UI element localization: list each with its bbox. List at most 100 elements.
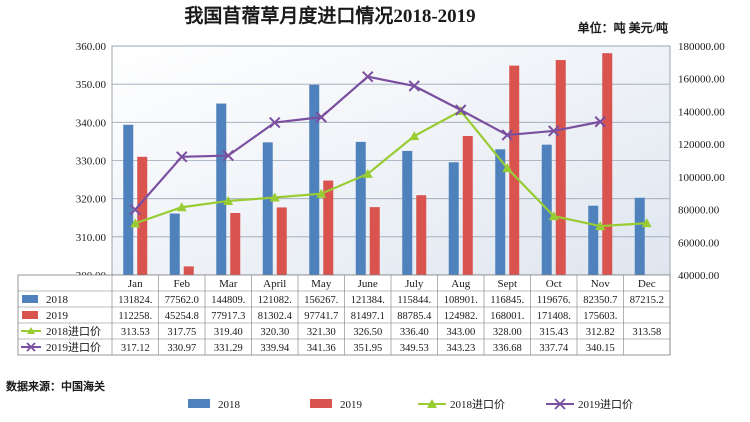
left-tick-label: 340.00 xyxy=(76,117,107,129)
x-tick-label: June xyxy=(358,278,378,290)
data-source: 数据来源：中国海关 xyxy=(6,379,105,393)
table-cell: 81497.1 xyxy=(351,311,385,322)
bar-2019-Sept xyxy=(509,65,520,275)
table-cell: 88785.4 xyxy=(397,311,432,322)
chart-title: 我国苜蓿草月度进口情况2018-2019 xyxy=(184,4,475,27)
point-triangle-July xyxy=(409,131,420,141)
bar-2018-May xyxy=(309,84,320,275)
table-cell: 317.12 xyxy=(121,343,150,354)
table-cell: 144809. xyxy=(211,295,245,306)
bar-2019-June xyxy=(369,207,380,275)
x-tick-label: Oct xyxy=(546,278,562,290)
bar-2018-Jan xyxy=(123,124,134,275)
table-row-label: 2019进口价 xyxy=(46,341,101,354)
table-key-bar xyxy=(22,311,38,319)
legend-marker xyxy=(554,398,566,410)
point-triangle-Dec xyxy=(641,218,652,228)
table-cell: 116845. xyxy=(490,295,524,306)
point-x-May xyxy=(315,111,327,123)
table-cell: 77562.0 xyxy=(165,295,199,306)
right-tick-label: 140000.00 xyxy=(678,106,725,118)
point-triangle-Jan xyxy=(130,218,141,228)
right-tick-label: 40000.00 xyxy=(678,270,720,282)
table-cell: 156267. xyxy=(304,295,338,306)
table-cell: 339.94 xyxy=(260,343,290,354)
line-marks xyxy=(129,71,652,231)
table-cell: 97741.7 xyxy=(304,311,338,322)
left-tick-label: 330.00 xyxy=(76,156,107,168)
legend-label: 2018 xyxy=(218,399,241,411)
point-triangle-June xyxy=(362,168,373,178)
left-tick-label: 350.00 xyxy=(76,79,107,91)
table-cell: 351.95 xyxy=(353,343,382,354)
point-triangle-Oct xyxy=(548,211,559,221)
table-row-label: 2018进口价 xyxy=(46,325,101,338)
x-tick-label: Aug xyxy=(451,278,470,290)
bar-2019-May xyxy=(323,180,334,275)
table-row-label: 2019 xyxy=(46,310,69,322)
table-cell: 330.97 xyxy=(167,343,196,354)
bar-2018-Aug xyxy=(448,162,459,275)
x-tick-label: May xyxy=(311,278,332,290)
point-x-June xyxy=(362,71,374,83)
unit-label: 单位：吨 美元/吨 xyxy=(578,20,668,35)
bar-2019-Feb xyxy=(183,266,194,275)
grid-lines xyxy=(112,83,670,238)
x-tick-label: Feb xyxy=(174,278,191,290)
table-cell: 87215.2 xyxy=(630,295,664,306)
left-tick-label: 320.00 xyxy=(76,194,107,206)
legend-marker xyxy=(427,399,437,408)
table-key-marker xyxy=(26,342,36,352)
table-cell: 336.40 xyxy=(400,327,429,338)
bar-2019-July xyxy=(416,195,427,275)
bar-2019-Jan xyxy=(137,156,148,275)
table-cell: 349.53 xyxy=(400,343,429,354)
right-tick-label: 100000.00 xyxy=(678,172,725,184)
table-cell: 321.30 xyxy=(307,327,336,338)
point-triangle-April xyxy=(269,192,280,202)
table-cell: 320.30 xyxy=(260,327,289,338)
table-cell: 317.75 xyxy=(167,327,196,338)
legend-label: 2018进口价 xyxy=(450,398,505,411)
series-line-0 xyxy=(134,109,647,228)
bar-2018-Nov xyxy=(588,205,599,275)
legend: 2018 2019 2018进口价 2019进口价 xyxy=(188,398,633,411)
x-tick-label: Dec xyxy=(638,278,656,290)
table-cell: 77917.3 xyxy=(211,311,245,322)
point-triangle-May xyxy=(316,188,327,198)
point-x-Feb xyxy=(176,151,188,163)
point-triangle-Nov xyxy=(595,221,606,231)
table-cell: 315.43 xyxy=(539,327,568,338)
table-cell: 119676. xyxy=(537,295,571,306)
right-tick-label: 80000.00 xyxy=(678,205,720,217)
table-key-bar xyxy=(22,295,38,303)
table-cell: 313.53 xyxy=(121,327,150,338)
x-tick-label: July xyxy=(405,278,424,290)
table-cell: 112258. xyxy=(118,311,152,322)
legend-swatch xyxy=(188,399,210,408)
bar-2018-July xyxy=(402,150,413,275)
x-tick-label: Nov xyxy=(591,278,610,290)
table-cell: 337.74 xyxy=(539,343,569,354)
point-x-Aug xyxy=(455,104,467,116)
table-cell: 326.50 xyxy=(353,327,382,338)
right-tick-label: 60000.00 xyxy=(678,237,720,249)
table-cell: 331.29 xyxy=(214,343,243,354)
bar-2019-Oct xyxy=(555,60,566,275)
left-tick-label: 310.00 xyxy=(76,232,107,244)
table-cell: 81302.4 xyxy=(258,311,293,322)
legend-label: 2019 xyxy=(340,399,363,411)
table-cell: 328.00 xyxy=(493,327,522,338)
bar-2018-April xyxy=(262,142,273,275)
point-x-Mar xyxy=(222,149,234,162)
table-cell: 340.15 xyxy=(586,343,615,354)
table-cell: 124982. xyxy=(444,311,478,322)
point-triangle-Feb xyxy=(176,202,187,212)
table-cell: 121384. xyxy=(351,295,385,306)
table-frame xyxy=(17,274,671,356)
table-cell: 312.82 xyxy=(586,327,615,338)
bar-2019-Mar xyxy=(230,212,241,275)
table-cell: 121082. xyxy=(258,295,292,306)
